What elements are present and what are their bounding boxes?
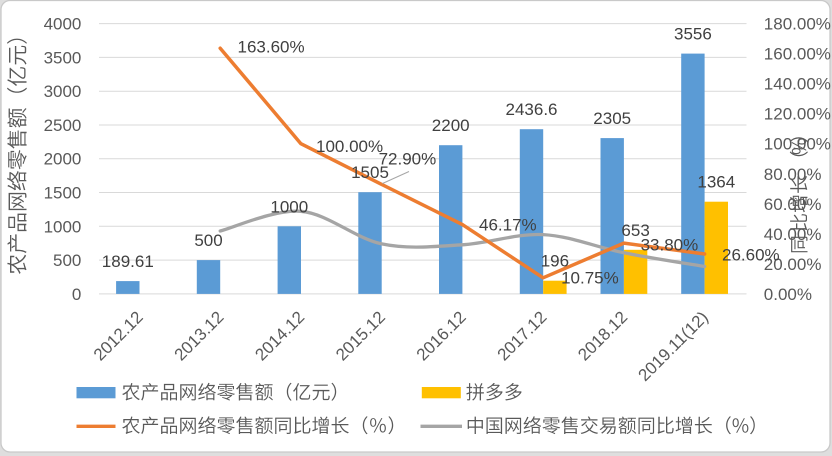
svg-text:1505: 1505: [351, 163, 389, 182]
svg-text:3500: 3500: [44, 48, 82, 67]
svg-text:26.60%: 26.60%: [722, 246, 780, 265]
svg-text:120.00%: 120.00%: [764, 105, 831, 124]
svg-text:20.00%: 20.00%: [764, 255, 822, 274]
svg-text:72.90%: 72.90%: [379, 150, 437, 169]
svg-text:60.00%: 60.00%: [764, 195, 822, 214]
svg-text:500: 500: [53, 251, 81, 270]
svg-text:140.00%: 140.00%: [764, 75, 831, 94]
svg-text:1500: 1500: [44, 184, 82, 203]
svg-text:40.00%: 40.00%: [764, 225, 822, 244]
svg-text:180.00%: 180.00%: [764, 15, 831, 34]
svg-text:46.17%: 46.17%: [479, 216, 537, 235]
svg-text:10.75%: 10.75%: [561, 269, 619, 288]
svg-text:100.00%: 100.00%: [764, 135, 831, 154]
svg-text:3000: 3000: [44, 82, 82, 101]
svg-text:2200: 2200: [432, 116, 470, 135]
svg-text:3556: 3556: [674, 25, 712, 44]
svg-text:0: 0: [72, 285, 81, 304]
svg-text:2000: 2000: [44, 150, 82, 169]
svg-text:1000: 1000: [270, 197, 308, 216]
svg-text:33.80%: 33.80%: [641, 236, 699, 255]
svg-text:653: 653: [621, 221, 649, 240]
svg-text:2305: 2305: [593, 109, 631, 128]
svg-text:1000: 1000: [44, 217, 82, 236]
svg-text:2436.6: 2436.6: [506, 100, 558, 119]
svg-text:4000: 4000: [44, 15, 82, 34]
svg-text:189.61: 189.61: [102, 252, 154, 271]
svg-text:196: 196: [541, 252, 569, 271]
svg-text:160.00%: 160.00%: [764, 45, 831, 64]
svg-text:0.00%: 0.00%: [764, 285, 812, 304]
svg-text:100.00%: 100.00%: [316, 137, 383, 156]
svg-text:500: 500: [194, 231, 222, 250]
svg-text:1364: 1364: [697, 173, 735, 192]
svg-text:2500: 2500: [44, 116, 82, 135]
svg-text:163.60%: 163.60%: [238, 37, 305, 56]
svg-text:80.00%: 80.00%: [764, 165, 822, 184]
